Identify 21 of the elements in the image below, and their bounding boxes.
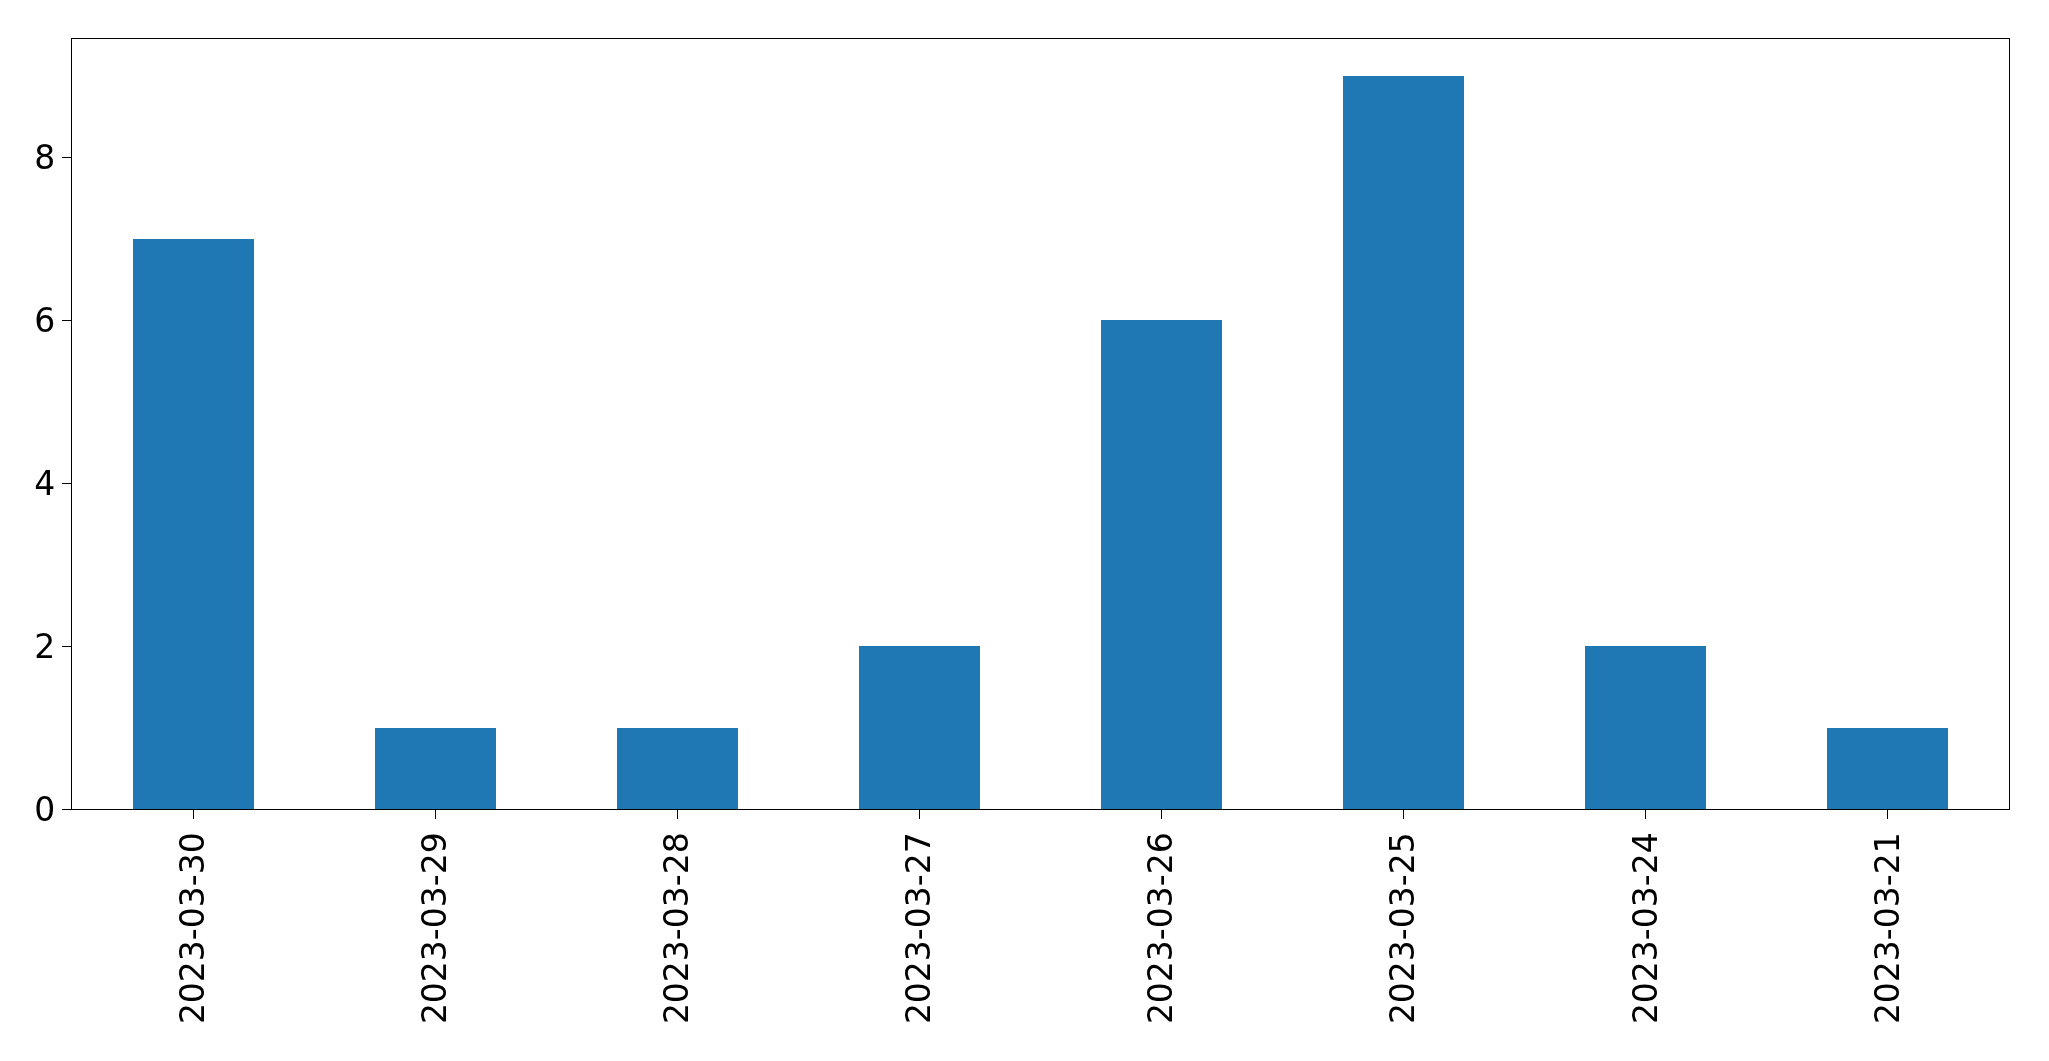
bar	[859, 646, 980, 809]
x-tick-label: 2023-03-21	[1867, 832, 1907, 1025]
y-tick-label: 6	[34, 300, 56, 340]
bar	[1827, 728, 1948, 809]
bar	[375, 728, 496, 809]
x-tick-label: 2023-03-30	[172, 832, 212, 1025]
x-tick-label: 2023-03-28	[657, 832, 697, 1025]
y-tick-label: 4	[34, 463, 56, 503]
bar	[617, 728, 738, 809]
y-tick-label: 2	[34, 626, 56, 666]
bar	[133, 239, 254, 809]
bar	[1343, 76, 1464, 809]
x-tick-label: 2023-03-29	[414, 832, 454, 1025]
x-tick-label: 2023-03-26	[1141, 832, 1181, 1025]
x-tick-label: 2023-03-27	[899, 832, 939, 1025]
bar	[1101, 320, 1222, 809]
y-tick-label: 0	[34, 789, 56, 829]
y-tick-label: 8	[34, 137, 56, 177]
x-tick-label: 2023-03-24	[1625, 832, 1665, 1025]
x-tick-label: 2023-03-25	[1383, 832, 1423, 1025]
bar	[1585, 646, 1706, 809]
